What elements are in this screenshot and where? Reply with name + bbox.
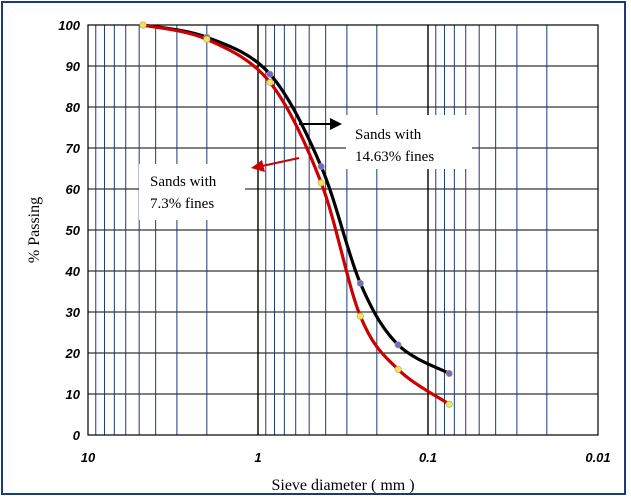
annotation-box-14 [346,115,472,169]
series-point-1 [266,78,274,86]
chart-frame [1,1,626,495]
y-tick-label: 10 [66,387,81,402]
x-axis-label: Sieve diameter ( mm ) [271,477,414,494]
x-tick-label: 0.1 [419,450,437,465]
x-tick-labels: 10 1 0.1 0.01 [81,450,611,465]
y-tick-label: 90 [66,59,81,74]
annotation-box-73 [139,164,245,220]
y-tick-label: 50 [66,223,81,238]
y-tick-label: 0 [73,428,81,443]
x-tick-label: 10 [81,450,96,465]
annotation-14-line1: Sands with [355,127,422,143]
y-tick-label: 20 [65,346,81,361]
chart-grid [88,25,598,435]
arrow-7-fines [251,157,300,172]
x-tick-label: 0.01 [585,450,610,465]
series-point-0 [445,369,453,377]
y-tick-label: 100 [58,18,80,33]
series-point-1 [203,35,211,43]
series-point-1 [317,179,325,187]
plot-area-border [87,24,599,436]
series-point-0 [356,279,364,287]
y-tick-label: 60 [66,182,81,197]
x-tick-label: 1 [254,450,261,465]
annotation-73-line2: 7.3% fines [150,196,214,212]
series-point-1 [356,312,364,320]
series-point-1 [139,21,147,29]
series-point-0 [317,162,325,170]
y-tick-label: 40 [65,264,81,279]
series-point-0 [266,70,274,78]
series-point-1 [445,400,453,408]
series-point-0 [394,341,402,349]
y-tick-label: 70 [66,141,81,156]
y-tick-labels: 0 10 20 30 40 50 60 70 80 90 100 [58,18,80,443]
annotation-73-line1: Sands with [150,174,217,190]
arrow-14-fines [299,118,342,130]
y-tick-label: 30 [66,305,81,320]
annotation-14-line2: 14.63% fines [355,149,434,165]
series-point-1 [394,365,402,373]
series-layer [139,21,453,408]
y-axis-label: % Passing [26,197,43,263]
y-tick-label: 80 [66,100,81,115]
